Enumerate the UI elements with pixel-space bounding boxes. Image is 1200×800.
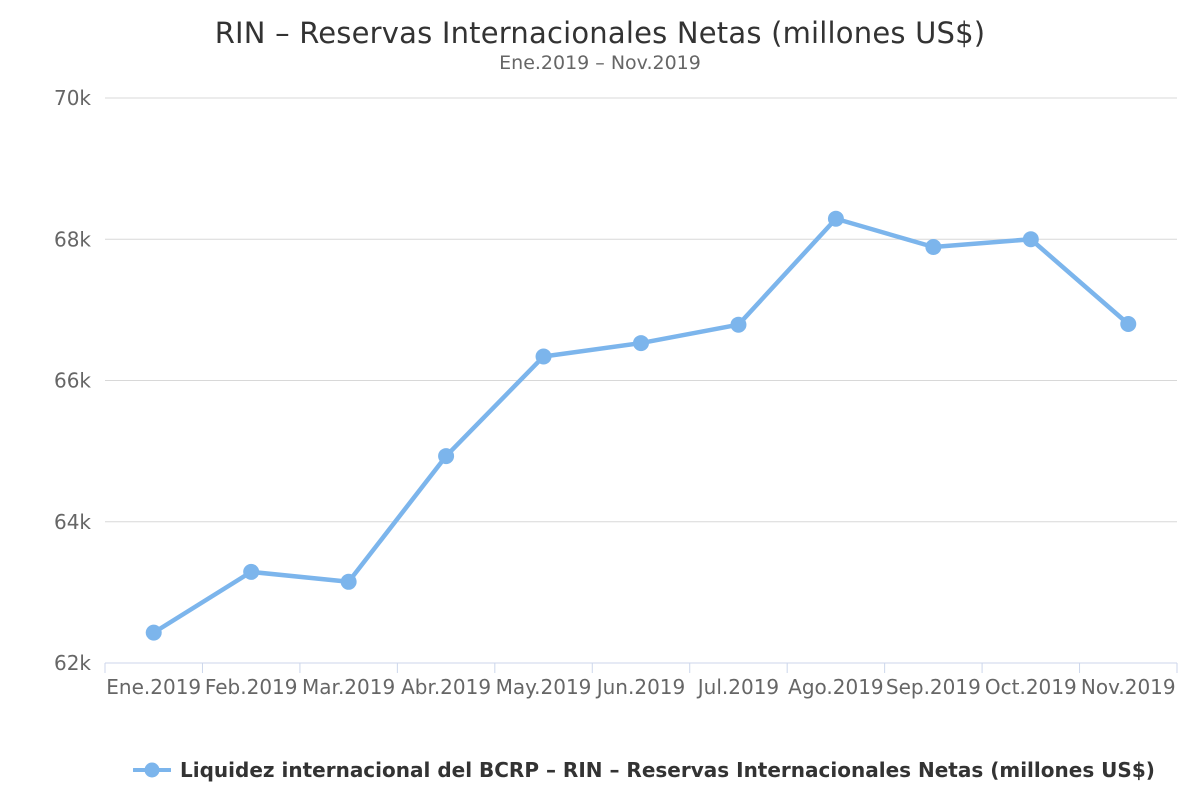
legend-label: Liquidez internacional del BCRP – RIN – … — [180, 758, 1155, 782]
y-axis-label: 66k — [54, 369, 91, 393]
x-axis-label: Feb.2019 — [205, 675, 298, 699]
data-point-marker[interactable] — [145, 624, 162, 641]
chart-title: RIN – Reservas Internacionales Netas (mi… — [214, 16, 986, 50]
x-axis-label: Oct.2019 — [985, 675, 1077, 699]
data-point-marker[interactable] — [243, 563, 260, 580]
data-point-marker[interactable] — [1120, 316, 1137, 332]
data-point-marker[interactable] — [827, 210, 844, 227]
data-point-marker[interactable] — [1022, 231, 1039, 248]
data-point-marker[interactable] — [535, 348, 552, 365]
y-axis-label: 62k — [54, 651, 91, 675]
data-point-marker[interactable] — [340, 573, 357, 590]
data-point-marker[interactable] — [730, 316, 747, 333]
legend-series-marker-icon — [133, 762, 171, 778]
x-axis-label: Abr.2019 — [401, 675, 491, 699]
data-point-marker[interactable] — [438, 448, 455, 465]
x-axis-label: May.2019 — [496, 675, 592, 699]
series-line — [151, 216, 1131, 635]
data-point-marker[interactable] — [633, 335, 649, 352]
x-axis-label: Jul.2019 — [696, 675, 779, 699]
data-point-marker[interactable] — [925, 239, 942, 256]
x-axis-label: Jun.2019 — [595, 675, 686, 699]
y-axis-label: 68k — [54, 227, 91, 251]
y-axis-label: 64k — [54, 510, 91, 534]
chart-subtitle: Ene.2019 – Nov.2019 — [499, 52, 701, 74]
y-axis-label: 70k — [54, 86, 91, 110]
x-axis-label: Nov.2019 — [1081, 675, 1176, 699]
x-axis-label: Sep.2019 — [886, 675, 981, 699]
x-axis-label: Ago.2019 — [788, 675, 884, 699]
x-axis-label: Ene.2019 — [106, 675, 201, 699]
x-axis-label: Mar.2019 — [302, 675, 395, 699]
legend-item[interactable]: Liquidez internacional del BCRP – RIN – … — [133, 754, 1200, 786]
